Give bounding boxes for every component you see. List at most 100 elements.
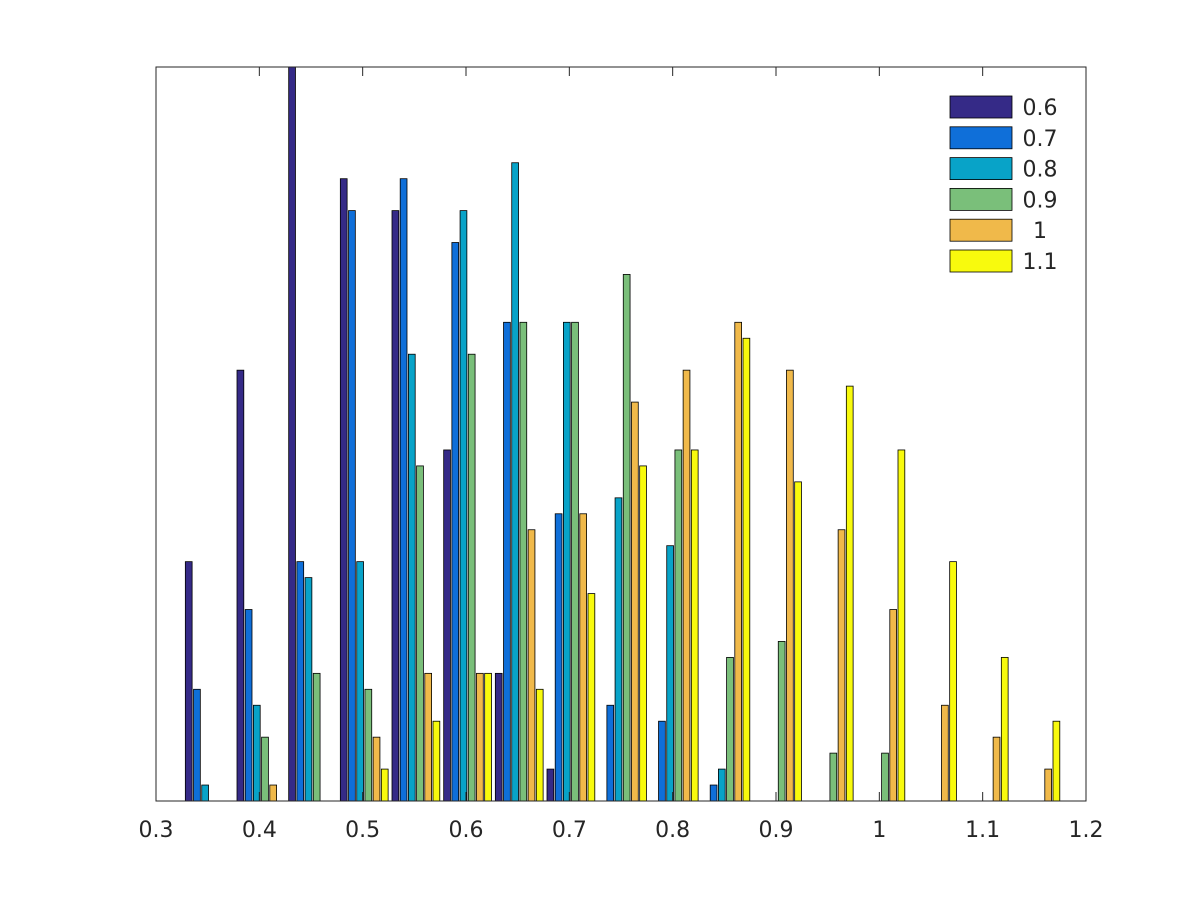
- bar-series-0_9-bin-6: [467, 353, 476, 801]
- x-tick-label: 0.6: [449, 818, 484, 843]
- bar-series-1_1-bin-15: [949, 561, 957, 801]
- x-tick-label: 1: [872, 818, 886, 843]
- bar-series-0_9-bin-10: [674, 449, 683, 801]
- bar-series-0_9-bin-5: [416, 465, 424, 801]
- bar-series-0_7-bin-6: [451, 242, 460, 801]
- bar-series-1-bin-15: [941, 704, 949, 801]
- bar-series-1_1-bin-16: [1000, 656, 1009, 801]
- x-tick-label: 0.9: [759, 818, 794, 843]
- bar-series-0_7-bin-10: [658, 720, 666, 801]
- x-tick-label: 0.7: [552, 818, 587, 843]
- legend-swatch: [949, 95, 1013, 119]
- axes-box: [155, 66, 1087, 802]
- bar-series-0_8-bin-11: [718, 768, 726, 801]
- legend-swatch: [949, 187, 1013, 211]
- bar-series-0_6-bin-2: [236, 369, 245, 801]
- x-tick-label: 1.2: [1069, 818, 1104, 843]
- bar-series-1_1-bin-4: [380, 768, 389, 801]
- bar-series-0_7-bin-8: [554, 513, 563, 801]
- x-tick-label: 0.3: [139, 818, 174, 843]
- bar-series-1-bin-6: [476, 672, 484, 801]
- bar-series-0_8-bin-6: [459, 210, 468, 801]
- bar-series-1_1-bin-5: [432, 720, 441, 801]
- bar-series-1_1-bin-17: [1052, 720, 1061, 801]
- bar-series-0_8-bin-8: [563, 321, 571, 801]
- bar-series-0_7-bin-2: [244, 609, 253, 801]
- x-tick-label: 0.4: [242, 818, 277, 843]
- legend-swatch: [949, 218, 1013, 242]
- bar-series-1-bin-8: [579, 513, 587, 801]
- bar-series-1-bin-2: [269, 784, 277, 801]
- bar-series-1_1-bin-10: [690, 449, 699, 801]
- bar-series-0_9-bin-9: [622, 274, 631, 801]
- bar-series-0_8-bin-5: [407, 353, 416, 801]
- x-tick-label: 1.1: [965, 818, 1000, 843]
- bar-series-0_9-bin-4: [364, 688, 373, 801]
- bar-series-1_1-bin-12: [794, 481, 802, 801]
- bar-series-1_1-bin-14: [897, 449, 906, 801]
- bar-series-1-bin-17: [1044, 768, 1053, 801]
- bar-series-0_7-bin-5: [399, 178, 408, 801]
- bar-series-0_7-bin-4: [348, 210, 356, 801]
- bar-series-1-bin-13: [837, 529, 846, 801]
- bar-series-1_1-bin-11: [742, 337, 751, 801]
- bar-series-0_7-bin-11: [709, 784, 718, 801]
- bar-series-0_9-bin-11: [726, 656, 734, 801]
- x-tick-layer: 0.3 0.4 0.5 0.6 0.7 0.8 0.9 1 1.1 1.2: [139, 67, 1104, 843]
- bar-series-0_9-bin-3: [312, 672, 321, 801]
- bar-series-1-bin-11: [734, 321, 742, 801]
- bar-series-0_6-bin-3: [288, 67, 296, 801]
- legend-label: 1.1: [1023, 250, 1058, 275]
- bar-series-0_6-bin-7: [494, 672, 503, 801]
- bar-series-0_6-bin-4: [339, 178, 348, 801]
- bar-series-1-bin-7: [527, 529, 536, 801]
- legend: 0.6 0.7 0.8 0.9 1 1.1: [926, 78, 1074, 275]
- bar-series-0_8-bin-10: [666, 545, 674, 801]
- bar-series-0_9-bin-8: [571, 321, 579, 801]
- bars-layer: [184, 67, 1061, 801]
- legend-swatch: [949, 126, 1013, 150]
- bar-series-1_1-bin-13: [845, 385, 854, 801]
- legend-label: 0.8: [1023, 158, 1058, 183]
- bar-series-0_8-bin-1: [201, 784, 209, 801]
- bar-series-0_6-bin-5: [391, 210, 400, 801]
- bar-series-0_7-bin-1: [193, 688, 201, 801]
- bar-series-0_9-bin-2: [261, 736, 269, 801]
- bar-series-1-bin-4: [372, 736, 381, 801]
- bar-series-1-bin-9: [631, 401, 639, 801]
- bar-series-1_1-bin-6: [484, 672, 492, 801]
- bar-series-1_1-bin-9: [639, 465, 647, 801]
- x-tick-label: 0.8: [655, 818, 690, 843]
- legend-label: 0.9: [1023, 188, 1058, 213]
- bar-series-0_8-bin-7: [511, 162, 519, 801]
- legend-swatch: [949, 249, 1013, 273]
- bar-series-0_8-bin-4: [356, 561, 364, 801]
- bar-series-0_7-bin-7: [503, 321, 511, 801]
- bar-series-1-bin-10: [682, 369, 691, 801]
- bar-series-0_8-bin-2: [252, 704, 261, 801]
- bar-series-1_1-bin-7: [535, 688, 544, 801]
- bar-series-1-bin-12: [786, 369, 794, 801]
- bar-series-0_6-bin-1: [184, 561, 193, 801]
- bar-series-0_9-bin-13: [829, 752, 838, 801]
- bar-series-0_7-bin-3: [296, 561, 305, 801]
- legend-label: 0.7: [1023, 127, 1058, 152]
- bar-series-0_8-bin-9: [614, 497, 623, 801]
- bar-series-0_7-bin-9: [606, 704, 615, 801]
- bar-series-0_6-bin-6: [443, 449, 451, 801]
- bar-series-0_9-bin-14: [881, 752, 889, 801]
- bar-series-0_9-bin-7: [519, 321, 528, 801]
- legend-label: 0.6: [1023, 96, 1058, 121]
- bar-series-1_1-bin-8: [587, 593, 596, 801]
- x-tick-label: 0.5: [345, 818, 380, 843]
- legend-swatch: [949, 157, 1013, 181]
- legend-label: 1: [1033, 219, 1047, 244]
- bar-series-0_8-bin-3: [304, 577, 313, 801]
- axes-layer: [155, 66, 1087, 802]
- bar-series-0_6-bin-8: [546, 768, 555, 801]
- bar-series-1-bin-16: [992, 736, 1001, 801]
- bar-series-1-bin-5: [424, 672, 432, 801]
- bar-series-0_9-bin-12: [777, 641, 786, 801]
